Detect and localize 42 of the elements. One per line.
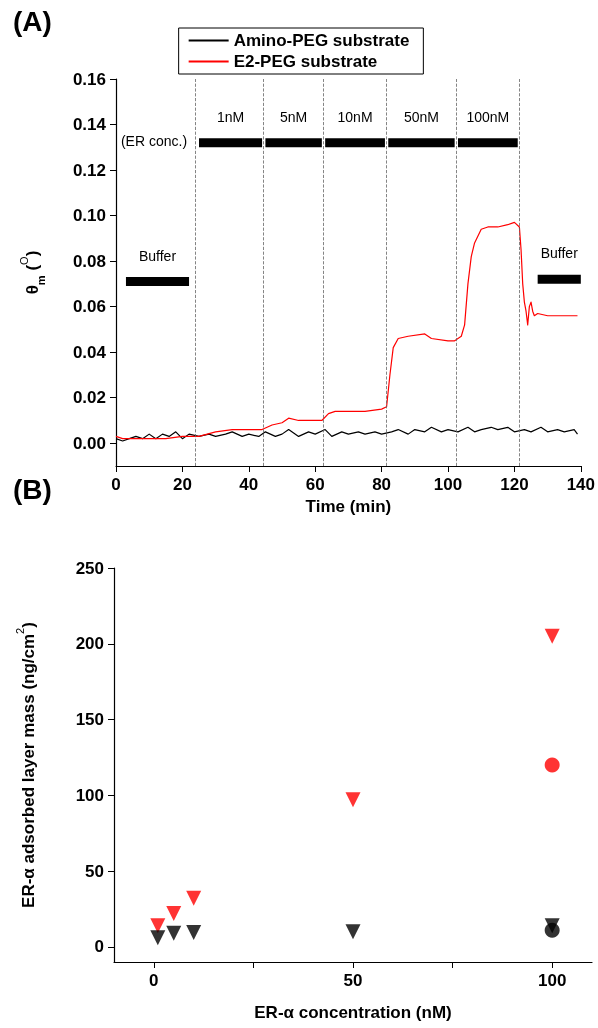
series-label: 5nM — [280, 108, 308, 125]
y-tick-label: 0.06 — [72, 297, 106, 317]
chart-title: (A) — [13, 5, 52, 37]
y-tick-label: 0.08 — [72, 251, 106, 271]
y-tick-label: 0.12 — [72, 160, 106, 180]
y-tick-label: 250 — [75, 558, 104, 578]
x-tick-label: 0 — [149, 971, 159, 990]
x-tick-label: 50 — [343, 971, 363, 990]
y-tick-label: 50 — [85, 861, 104, 881]
y-tick-label: 150 — [75, 710, 104, 730]
x-axis-title: Time (min) — [305, 496, 392, 516]
y-tick-label: 0.14 — [72, 115, 107, 135]
y-tick-label: 100 — [75, 785, 104, 805]
chart-title: (B) — [13, 473, 52, 505]
y-axis-title: θm (O) — [18, 250, 47, 295]
series-label: 100nM — [466, 108, 510, 125]
x-tick-label: 100 — [537, 971, 567, 990]
x-tick-label: 40 — [239, 475, 259, 494]
x-tick-label: 80 — [372, 475, 392, 494]
y-tick-label: 0.10 — [72, 206, 106, 226]
x-tick-label: 140 — [566, 475, 596, 494]
y-tick-label: 0.00 — [72, 433, 106, 453]
series-label: 10nM — [337, 108, 373, 125]
annotation: (ER conc.) — [120, 133, 188, 149]
x-tick-label: 100 — [433, 475, 463, 494]
legend-label: Amino-PEG substrate — [233, 31, 410, 50]
y-tick-label: 200 — [75, 634, 104, 654]
y-tick-label: 0 — [94, 937, 104, 957]
legend-label: Buffer — [138, 247, 177, 264]
x-axis-title: ER-α concentration (nM) — [254, 1003, 452, 1022]
y-tick-label: 0.02 — [72, 388, 106, 408]
x-tick-label: 0 — [111, 475, 121, 494]
series-label: 1nM — [216, 108, 245, 125]
x-tick-label: 60 — [305, 475, 325, 494]
y-tick-label: 0.04 — [72, 342, 107, 362]
legend-label: E2-PEG substrate — [233, 52, 378, 71]
x-tick-label: 120 — [500, 475, 529, 494]
x-tick-label: 20 — [172, 475, 192, 494]
y-axis-title: ER-α adsorbed layer mass (ng/cm2) — [14, 622, 38, 908]
series-label: Buffer — [540, 245, 579, 262]
y-tick-label: 0.16 — [72, 69, 106, 89]
series-label: 50nM — [403, 108, 439, 125]
